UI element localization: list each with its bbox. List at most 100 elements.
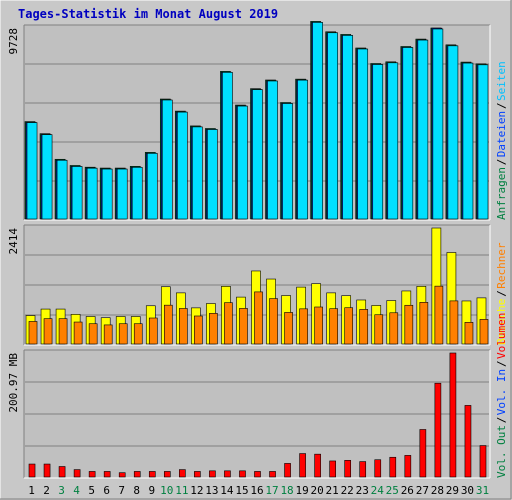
bar-rechner-day-22 [344, 307, 354, 345]
bar-seiten-day-23 [357, 48, 369, 220]
bar-seiten-day-4 [71, 166, 83, 220]
legend-bottom-vol-out: Vol. Out [495, 425, 508, 478]
x-tick-label-day-30: 30 [461, 484, 474, 497]
bar-rechner-day-13 [209, 313, 218, 345]
bar-seiten-day-12 [192, 126, 203, 220]
x-tick-label-day-3: 3 [58, 484, 65, 497]
bar-rechner-day-2 [43, 318, 53, 345]
x-tick-label-day-27: 27 [416, 484, 429, 497]
chart-title: Tages-Statistik im Monat August 2019 [18, 7, 278, 21]
bar-volumen-day-30 [464, 405, 472, 478]
bar-seiten-day-10 [161, 99, 173, 220]
bar-volumen-day-3 [58, 466, 66, 478]
bar-seiten-day-30 [462, 62, 474, 220]
legend-mid-rechner: Rechner [495, 242, 508, 289]
bar-rechner-day-16 [254, 291, 263, 345]
legend-bottom-volumen: Volumen [495, 313, 508, 359]
x-tick-label-day-13: 13 [205, 484, 218, 497]
x-tick-label-day-19: 19 [295, 484, 308, 497]
x-tick-label-day-31: 31 [476, 484, 489, 497]
legend-bottom-separator: / [495, 417, 508, 424]
bar-rechner-day-17 [269, 298, 278, 345]
bar-seiten-day-11 [177, 111, 188, 220]
y-max-label-top: 9728 [7, 28, 20, 55]
bar-rechner-day-18 [284, 312, 293, 345]
bar-rechner-day-8 [133, 323, 143, 345]
x-tick-label-day-11: 11 [175, 484, 188, 497]
bar-rechner-day-20 [314, 306, 323, 345]
bar-rechner-day-15 [239, 308, 248, 345]
bar-volumen-day-22 [344, 460, 352, 478]
x-tick-label-day-14: 14 [220, 484, 234, 497]
bar-volumen-day-31 [479, 445, 487, 478]
bar-rechner-day-10 [163, 304, 173, 345]
bar-rechner-day-19 [299, 308, 308, 345]
y-max-label-bottom: 200.97 MB [7, 353, 20, 413]
bar-volumen-day-28 [434, 382, 442, 478]
x-tick-label-day-7: 7 [118, 484, 125, 497]
bar-rechner-day-23 [359, 309, 369, 345]
bar-volumen-day-1 [28, 463, 36, 478]
bar-rechner-day-11 [179, 308, 188, 345]
legend-mid-besuche: Besuche [495, 299, 508, 345]
bar-volumen-day-29 [449, 352, 457, 478]
bar-rechner-day-3 [58, 318, 68, 345]
bar-seiten-day-7 [116, 168, 128, 220]
bar-seiten-day-25 [387, 62, 399, 220]
x-tick-label-day-28: 28 [431, 484, 444, 497]
bar-seiten-day-21 [327, 32, 338, 220]
x-tick-label-day-16: 16 [250, 484, 263, 497]
bar-seiten-day-24 [372, 64, 384, 220]
bar-seiten-day-3 [56, 159, 68, 220]
x-tick-label-day-26: 26 [401, 484, 414, 497]
bar-volumen-day-16 [254, 471, 261, 478]
bar-volumen-day-20 [314, 453, 321, 478]
bar-rechner-day-25 [389, 312, 399, 345]
bar-rechner-day-24 [374, 314, 384, 345]
bar-seiten-day-22 [342, 35, 354, 220]
bar-rechner-day-21 [329, 308, 338, 345]
bar-volumen-day-6 [103, 471, 111, 478]
bar-volumen-day-18 [284, 463, 291, 478]
bar-rechner-day-7 [118, 323, 128, 345]
bar-seiten-day-18 [282, 103, 293, 220]
bar-seiten-day-31 [477, 64, 489, 220]
bar-rechner-day-9 [148, 317, 158, 345]
x-tick-label-day-29: 29 [446, 484, 459, 497]
x-tick-label-day-18: 18 [280, 484, 293, 497]
legend-bottom-separator: / [495, 360, 508, 367]
bar-rechner-day-27 [419, 302, 429, 345]
bar-rechner-day-29 [449, 300, 459, 345]
x-tick-label-day-25: 25 [386, 484, 399, 497]
legend-top-separator: / [495, 159, 508, 166]
bar-volumen-day-11 [179, 469, 186, 478]
bar-volumen-day-5 [88, 471, 96, 478]
legend-top-anfragen: Anfragen [495, 167, 508, 220]
bar-volumen-day-26 [404, 455, 412, 478]
x-tick-label-day-10: 10 [160, 484, 173, 497]
x-tick-label-day-6: 6 [103, 484, 110, 497]
bar-seiten-day-5 [86, 167, 98, 220]
bar-volumen-day-24 [374, 459, 382, 478]
bar-seiten-day-29 [447, 45, 459, 220]
x-tick-label-day-22: 22 [341, 484, 354, 497]
y-max-label-mid: 2414 [7, 228, 20, 255]
bar-seiten-day-14 [222, 72, 233, 220]
x-tick-label-day-21: 21 [326, 484, 339, 497]
x-tick-label-day-4: 4 [73, 484, 80, 497]
bar-rechner-day-6 [103, 324, 113, 345]
bar-seiten-day-16 [252, 89, 263, 220]
bar-seiten-day-6 [101, 168, 113, 220]
bar-rechner-day-4 [73, 321, 83, 345]
legend-mid-separator: / [495, 290, 508, 297]
bar-volumen-day-2 [43, 463, 51, 478]
bar-volumen-day-8 [133, 471, 141, 478]
bar-volumen-day-13 [209, 470, 216, 478]
bar-seiten-day-20 [312, 22, 323, 220]
bar-seiten-day-15 [237, 105, 248, 220]
bar-volumen-day-12 [194, 471, 201, 478]
x-tick-label-day-20: 20 [311, 484, 324, 497]
bar-volumen-day-14 [224, 470, 231, 478]
x-tick-label-day-15: 15 [235, 484, 248, 497]
